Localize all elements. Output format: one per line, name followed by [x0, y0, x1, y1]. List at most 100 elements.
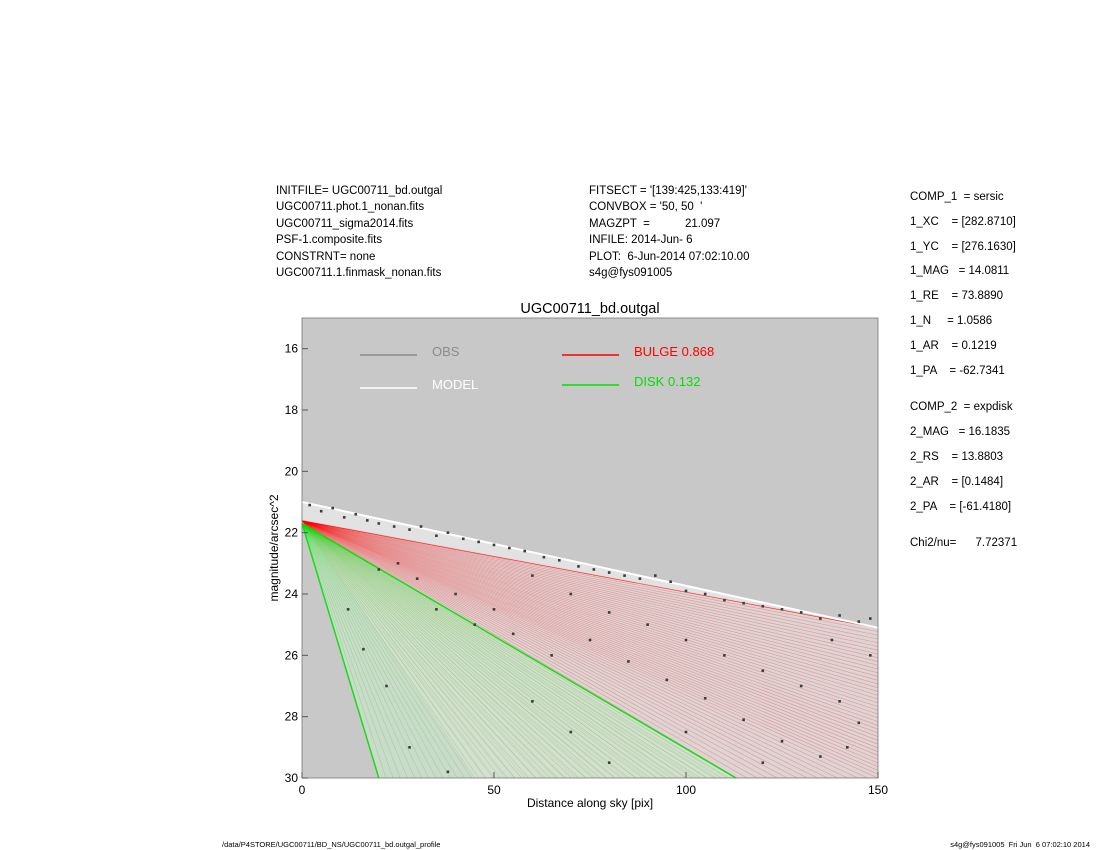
bulge-line [301, 520, 738, 779]
disk-line [301, 523, 615, 779]
obs-point [723, 654, 726, 657]
obs-point [385, 684, 388, 688]
obs-point [799, 684, 803, 688]
disk-line [301, 523, 472, 779]
obs-point [627, 660, 630, 663]
footer-path: /data/P4STORE/UGC00711/BD_NS/UGC00711_bd… [222, 840, 441, 849]
obs-point [550, 654, 553, 657]
disk-line [301, 523, 665, 779]
bulge-line [301, 520, 879, 768]
bulge-line [301, 520, 879, 636]
bulge-line [301, 520, 879, 640]
disk-line [301, 523, 608, 779]
obs-point [684, 730, 688, 734]
bulge-line [301, 520, 879, 632]
y-tick-label: 28 [285, 710, 299, 724]
obs-point [838, 700, 841, 703]
obs-point [308, 503, 311, 507]
disk-line [301, 523, 644, 779]
obs-point [408, 528, 411, 531]
bulge-line [301, 520, 818, 779]
bulge-line [301, 520, 879, 719]
obs-point [761, 604, 765, 608]
header-line: PSF-1.composite.fits [276, 234, 383, 247]
bulge-line [301, 520, 879, 749]
obs-point [723, 598, 726, 602]
disk-line [301, 523, 672, 779]
obs-point [531, 574, 534, 577]
obs-point [845, 746, 849, 749]
bulge-line [301, 520, 748, 779]
bulge-line [301, 520, 838, 779]
header-line: MAGZPT = 21.097 [589, 217, 721, 230]
param-line: Chi2/nu= 7.72371 [910, 537, 1018, 550]
obs-point [665, 678, 669, 682]
obs-point [342, 516, 346, 519]
param-spacer [910, 389, 1017, 401]
disk-line [301, 523, 579, 779]
disk-line [301, 523, 422, 779]
bulge-line [301, 520, 808, 779]
obs-point [869, 654, 872, 657]
bulge-line [301, 520, 858, 779]
obs-point [435, 608, 438, 611]
bulge-line [301, 520, 879, 689]
obs-point [477, 540, 480, 544]
model-line [301, 501, 879, 629]
obs-point [577, 565, 580, 568]
bulge-line [301, 520, 879, 674]
bulge-line [301, 520, 879, 666]
bulge-line [301, 520, 879, 681]
x-tick-label: 150 [868, 783, 888, 797]
bulge-line [301, 520, 879, 685]
legend-label: MODEL [432, 377, 478, 392]
obs-point [742, 601, 745, 605]
bulge-line [301, 520, 879, 711]
disk-line [301, 523, 515, 779]
disk-line [301, 523, 501, 779]
disk-line [301, 523, 430, 779]
bulge-line [301, 520, 879, 677]
header-line: PLOT: 6-Jun-2014 07:02:10.00 [589, 250, 750, 263]
disk-line [301, 523, 637, 779]
bulge-line [301, 520, 778, 779]
disk-line [301, 523, 487, 779]
bulge-line [301, 520, 788, 779]
obs-point [408, 746, 411, 749]
y-tick-label: 26 [285, 648, 299, 662]
obs-point [669, 580, 672, 584]
obs-point [857, 721, 861, 725]
obs-point [542, 555, 546, 559]
obs-point [703, 696, 707, 700]
obs-point [492, 608, 496, 611]
param-line: COMP_1 = sersic [910, 191, 1004, 203]
bulge-line [301, 520, 879, 659]
fit-parameters: COMP_1 = sersic 1_XC = [282.8710] 1_YC = [… [910, 191, 1017, 562]
obs-point [377, 522, 381, 525]
disk-line [301, 523, 415, 779]
disk-line [301, 523, 594, 779]
bulge-line [301, 520, 879, 704]
obs-point [857, 620, 861, 623]
obs-point [780, 739, 784, 743]
header-line: FITSECT = '[139:425,133:419]' [589, 185, 747, 197]
disk-line [301, 523, 622, 779]
x-axis-label: Distance along sky [pix] [527, 796, 653, 810]
x-tick-label: 50 [487, 783, 501, 797]
obs-point [588, 638, 592, 642]
obs-point [838, 614, 841, 617]
header-line: CONVBOX = '50, 50 ' [589, 201, 703, 214]
disk-line [301, 523, 387, 779]
disk-line [301, 523, 687, 779]
disk-line [301, 523, 437, 779]
legend-label: DISK 0.132 [634, 374, 701, 389]
param-line: 1_AR = 0.1219 [910, 339, 997, 352]
obs-point [473, 623, 477, 626]
disk-line [301, 523, 465, 779]
obs-point [461, 537, 465, 541]
disk-line [301, 523, 715, 779]
param-line: 2_AR = [0.1484] [910, 475, 1004, 488]
obs-point [638, 577, 642, 580]
obs-point [780, 608, 784, 611]
disk-line [301, 523, 722, 779]
